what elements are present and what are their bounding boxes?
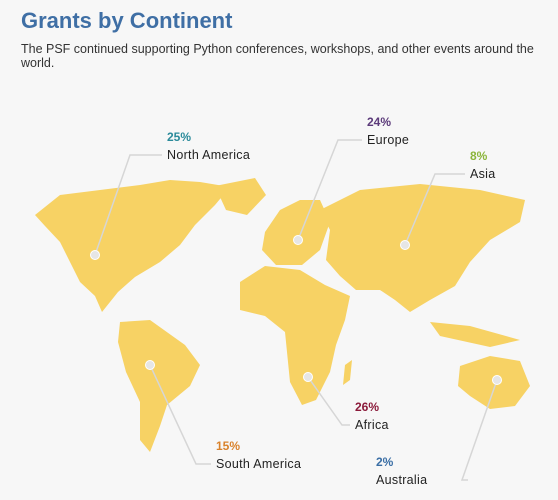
leader-line — [404, 173, 465, 246]
continents — [35, 178, 530, 452]
region-dot — [293, 235, 303, 245]
europe-shape — [262, 200, 330, 265]
region-dot — [492, 375, 502, 385]
leader-line — [297, 139, 362, 241]
asia-shape — [320, 184, 525, 312]
leader-line — [307, 376, 350, 426]
indonesia-shape — [430, 322, 520, 347]
region-share: 25% — [167, 130, 191, 144]
madagascar-shape — [343, 360, 352, 385]
leader-line — [94, 154, 162, 256]
region-dot — [400, 240, 410, 250]
region-name: Asia — [470, 167, 496, 181]
title: Grants by Continent — [21, 8, 233, 33]
leader-line — [460, 379, 498, 481]
region-share: 15% — [216, 439, 240, 453]
region-share: 24% — [367, 115, 391, 129]
region-dot — [145, 360, 155, 370]
region-share: 8% — [470, 149, 488, 163]
greenland-shape — [215, 178, 266, 215]
region-name: Australia — [376, 473, 427, 487]
region-dot — [303, 372, 313, 382]
region-share: 26% — [355, 400, 379, 414]
region-name: North America — [167, 148, 250, 162]
region-name: South America — [216, 457, 301, 471]
leader-line — [149, 364, 211, 465]
region-name: Europe — [367, 133, 409, 147]
north-america-shape — [35, 180, 230, 312]
region-dot — [90, 250, 100, 260]
region-share: 2% — [376, 455, 394, 469]
region-name: Africa — [355, 418, 389, 432]
africa-shape — [240, 266, 350, 405]
subtitle: The PSF continued supporting Python conf… — [21, 42, 534, 70]
